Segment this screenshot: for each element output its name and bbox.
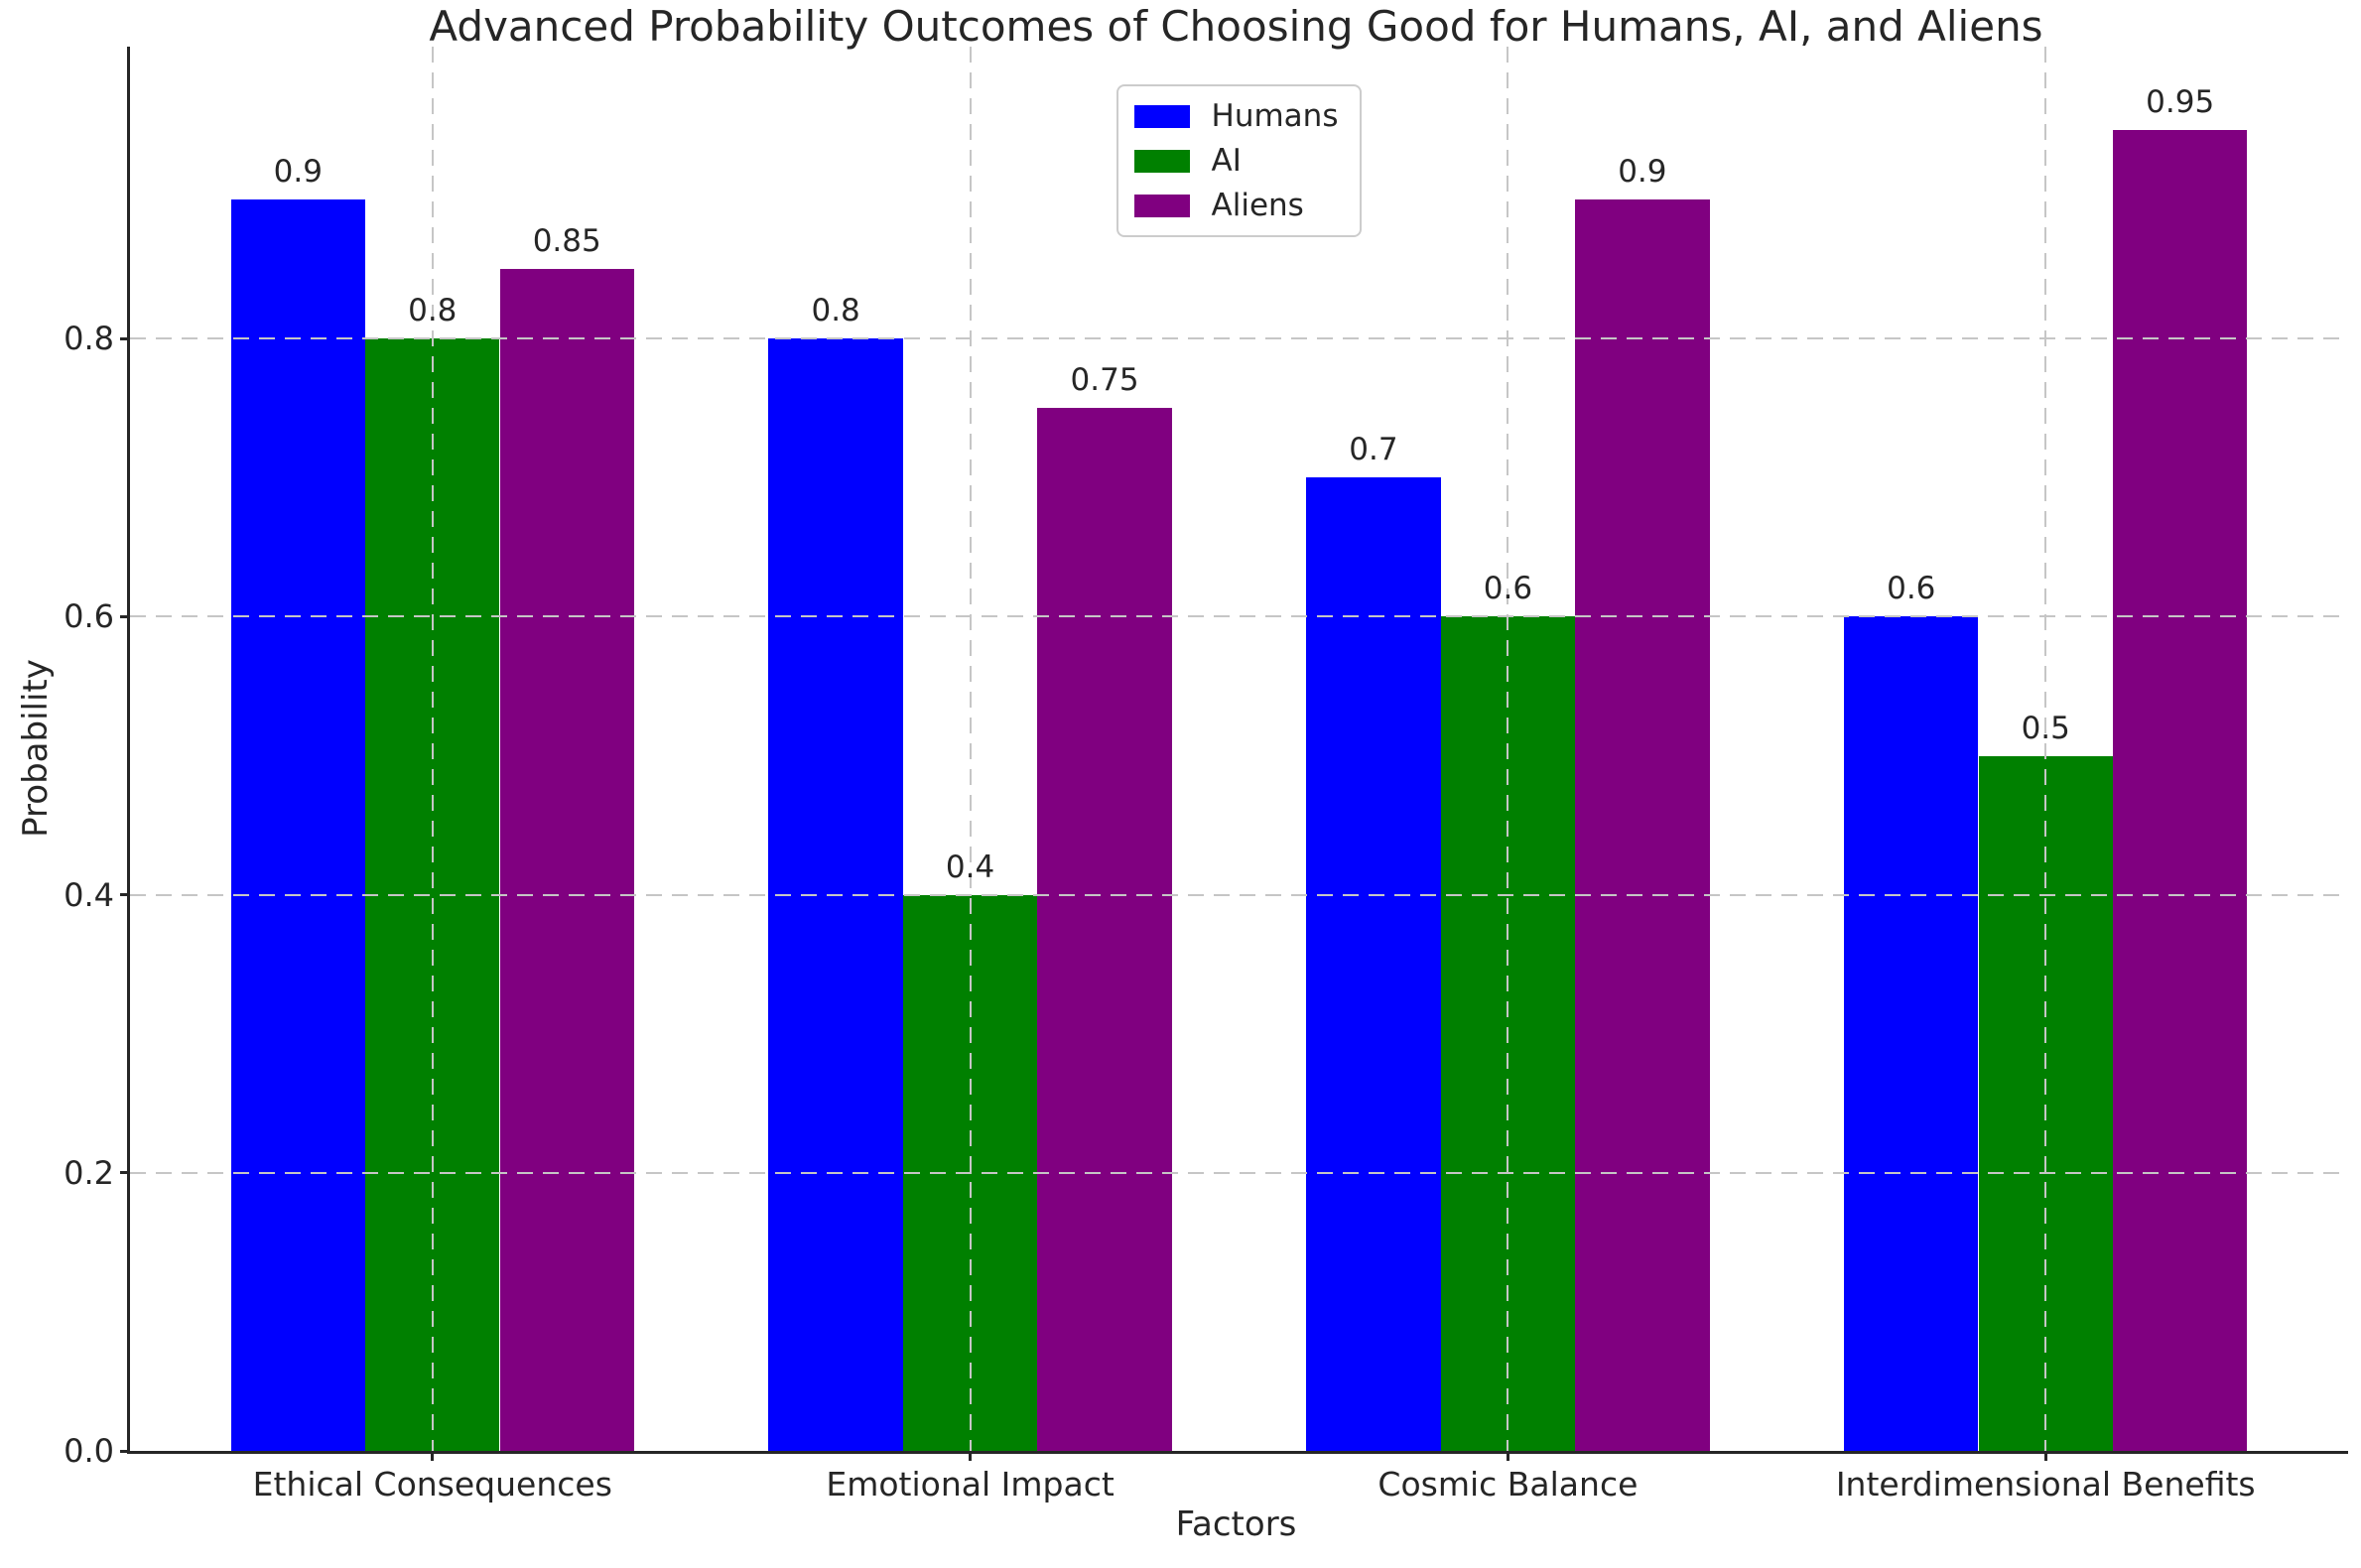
y-tick-mark-0.0: [120, 1449, 130, 1453]
bar-ai-cosmic-balance: [1440, 616, 1576, 1451]
legend-item-aliens: Aliens: [1133, 188, 1339, 223]
bar-ai-interdimensional-benefits: [1978, 755, 2113, 1451]
bar-ai-ethical-consequences: [365, 338, 500, 1451]
y-tick-mark-0.6: [120, 614, 130, 618]
bar-value-label-ai-emotional-impact: 0.4: [945, 849, 995, 885]
legend-label-aliens: Aliens: [1211, 188, 1304, 223]
bar-value-label-aliens-interdimensional-benefits: 0.95: [2146, 84, 2215, 121]
y-tick-label: 0.0: [64, 1432, 114, 1470]
legend-swatch-humans: [1133, 104, 1190, 128]
chart-title: Advanced Probability Outcomes of Choosin…: [429, 2, 2043, 51]
x-tick-mark-emotional-impact: [969, 1451, 973, 1461]
x-tick-mark-cosmic-balance: [1506, 1451, 1509, 1461]
bar-aliens-emotional-impact: [1037, 408, 1172, 1451]
legend: Humans AI Aliens: [1115, 84, 1363, 237]
legend-swatch-aliens: [1133, 194, 1190, 217]
bar-value-label-aliens-cosmic-balance: 0.9: [1618, 154, 1667, 191]
legend-item-ai: AI: [1133, 143, 1339, 179]
legend-label-ai: AI: [1211, 143, 1242, 179]
bar-humans-interdimensional-benefits: [1844, 616, 1979, 1451]
bar-value-label-ai-ethical-consequences: 0.8: [408, 293, 458, 329]
bar-value-label-humans-ethical-consequences: 0.9: [273, 154, 323, 191]
bar-humans-cosmic-balance: [1306, 477, 1441, 1451]
bar-aliens-interdimensional-benefits: [2112, 130, 2248, 1451]
legend-swatch-ai: [1133, 149, 1190, 173]
legend-item-humans: Humans: [1133, 98, 1339, 134]
bar-value-label-aliens-ethical-consequences: 0.85: [532, 223, 601, 260]
x-tick-mark-ethical-consequences: [431, 1451, 435, 1461]
bar-value-label-humans-emotional-impact: 0.8: [811, 293, 860, 329]
y-tick-label: 0.8: [64, 320, 114, 358]
x-axis-label: Factors: [1175, 1504, 1297, 1544]
legend-label-humans: Humans: [1211, 98, 1339, 134]
bar-humans-emotional-impact: [768, 338, 903, 1451]
y-tick-label: 0.4: [64, 875, 114, 914]
y-axis-label: Probability: [16, 659, 56, 838]
bar-value-label-aliens-emotional-impact: 0.75: [1070, 362, 1139, 399]
bar-value-label-ai-interdimensional-benefits: 0.5: [2021, 710, 2070, 746]
bar-value-label-humans-cosmic-balance: 0.7: [1349, 432, 1398, 468]
x-tick-label: Emotional Impact: [826, 1465, 1115, 1503]
bar-ai-emotional-impact: [902, 894, 1038, 1451]
bar-humans-ethical-consequences: [230, 199, 366, 1451]
y-tick-label: 0.6: [64, 597, 114, 636]
x-tick-label: Ethical Consequences: [252, 1465, 612, 1503]
y-tick-label: 0.2: [64, 1153, 114, 1192]
y-tick-mark-0.4: [120, 893, 130, 897]
x-tick-label: Interdimensional Benefits: [1835, 1465, 2256, 1503]
plot-area: Humans AI Aliens 0.0 0.2 0.4 0.6 0.8 Ethical Co…: [64, 47, 2348, 1503]
y-tick-mark-0.8: [120, 336, 130, 340]
y-tick-mark-0.2: [120, 1171, 130, 1175]
bar-value-label-ai-cosmic-balance: 0.6: [1483, 571, 1533, 607]
bar-value-label-humans-interdimensional-benefits: 0.6: [1887, 571, 1936, 607]
x-tick-mark-interdimensional-benefits: [2043, 1451, 2047, 1461]
bar-aliens-cosmic-balance: [1575, 199, 1710, 1451]
bar-aliens-ethical-consequences: [499, 269, 634, 1451]
x-tick-label: Cosmic Balance: [1377, 1465, 1639, 1503]
